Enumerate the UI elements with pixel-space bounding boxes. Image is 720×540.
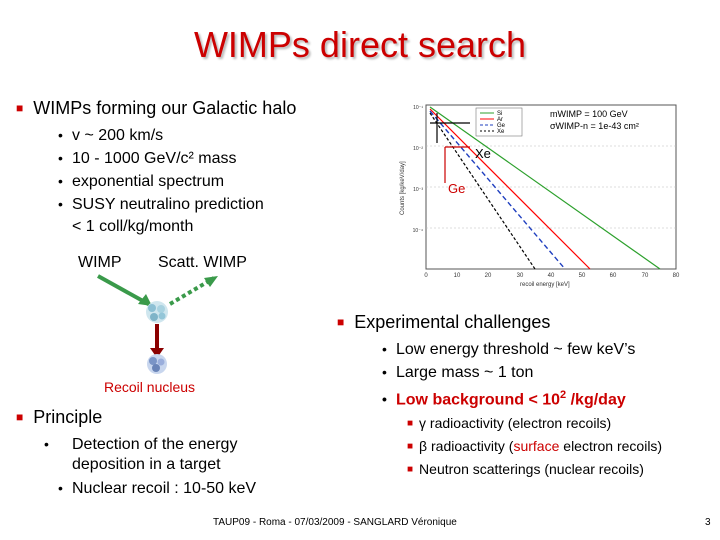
square-bullet-icon: ■	[16, 101, 24, 115]
square-bullet-icon: ■	[16, 410, 24, 424]
square-bullet-icon: ■	[407, 464, 414, 475]
y-axis-label: Counts [kg/keV/day]	[400, 161, 406, 215]
svg-text:60: 60	[610, 273, 617, 279]
x-axis-label: recoil energy [keV]	[520, 282, 570, 288]
dot-bullet-icon: •	[58, 150, 63, 166]
svg-text:0: 0	[424, 273, 428, 279]
incoming-arrowhead	[138, 294, 152, 306]
svg-text:20: 20	[485, 273, 492, 279]
legend-ge: Ge	[497, 123, 506, 129]
legend-sigma: σWIMP-n = 1e-43 cm²	[550, 121, 639, 131]
x-ticks: 0 10 20 30 40 50 60 70 80	[424, 273, 680, 279]
challenges-list: • Low energy threshold ~ few keV’s • Large…	[382, 338, 717, 411]
scattering-diagram	[97, 274, 218, 374]
halo-item-extra: < 1 coll/kg/month	[72, 218, 194, 235]
challenge-item: • Low energy threshold ~ few keV’s	[382, 338, 717, 361]
svg-text:10: 10	[454, 273, 461, 279]
halo-item: • exponential spectrum	[58, 170, 358, 193]
dot-bullet-icon: •	[58, 173, 63, 189]
principle-item: • Nuclear recoil : 10-50 keV	[58, 480, 257, 497]
recoil-arrowhead	[150, 348, 164, 358]
legend-si: Si	[497, 111, 502, 117]
slide-title: WIMPs direct search	[193, 24, 527, 65]
target-nucleus	[146, 301, 168, 323]
svg-text:80: 80	[673, 273, 680, 279]
curve-ar	[429, 108, 591, 270]
dot-bullet-icon: •	[58, 196, 63, 212]
svg-text:30: 30	[517, 273, 524, 279]
svg-text:40: 40	[548, 273, 555, 279]
scattered-arrowhead	[204, 276, 218, 287]
xe-label: Xe	[475, 146, 491, 161]
rate-plot: Si Ar Ge Xe mWIMP = 100 GeV σWIMP-n = 1e…	[400, 104, 680, 288]
dot-bullet-icon: •	[382, 391, 387, 408]
wimp-label: WIMP	[78, 254, 122, 271]
halo-item: • v ~ 200 km/s	[58, 124, 358, 147]
page-number: 3	[705, 517, 711, 528]
principle-item: • Detection of the energy deposition in a…	[44, 436, 238, 473]
y-ticks: 10⁻¹ 10⁻² 10⁻³ 10⁻⁴	[413, 105, 424, 234]
curve-ge	[429, 110, 566, 270]
footer-text: TAUP09 - Roma - 07/03/2009 - SANGLARD Vé…	[213, 517, 457, 528]
halo-list: • v ~ 200 km/s • 10 - 1000 GeV/c² mass • ex…	[58, 124, 358, 238]
square-bullet-icon: ■	[337, 315, 345, 329]
sub-item-neutron: ■ Neutron scatterings (nuclear recoils)	[407, 461, 644, 477]
dot-bullet-icon: •	[382, 364, 387, 380]
challenges-heading: ■ Experimental challenges	[337, 312, 551, 332]
ge-label: Ge	[448, 181, 465, 196]
legend-mass: mWIMP = 100 GeV	[550, 109, 628, 119]
legend-xe: Xe	[497, 129, 505, 135]
halo-heading: ■ WIMPs forming our Galactic halo	[16, 98, 297, 118]
curve-si	[429, 106, 661, 270]
sub-item-gamma: ■ γ radioactivity (electron recoils)	[407, 415, 612, 431]
curve-xe	[429, 112, 536, 270]
principle-heading: ■ Principle	[16, 407, 103, 427]
recoil-nucleus-label: Recoil nucleus	[104, 379, 196, 395]
svg-text:70: 70	[642, 273, 649, 279]
sub-item-beta: ■ β radioactivity (surface electron recoi…	[407, 438, 663, 454]
dot-bullet-icon: •	[382, 341, 387, 357]
dot-bullet-icon: •	[58, 127, 63, 143]
halo-item: • 10 - 1000 GeV/c² mass	[58, 147, 358, 170]
svg-text:50: 50	[579, 273, 586, 279]
svg-text:10⁻³: 10⁻³	[413, 187, 423, 193]
plot-legend-box: Si Ar Ge Xe	[475, 107, 523, 137]
svg-text:10⁻²: 10⁻²	[413, 146, 423, 152]
legend-ar: Ar	[497, 117, 503, 123]
svg-text:10⁻¹: 10⁻¹	[413, 105, 423, 111]
dot-bullet-icon: •	[58, 480, 63, 496]
recoil-nucleus-sphere	[147, 354, 167, 374]
challenge-item-highlight: • Low background < 102 /kg/day	[382, 384, 717, 411]
square-bullet-icon: ■	[407, 418, 414, 429]
scattered-wimp-arrow	[168, 276, 216, 306]
challenge-item: • Large mass ~ 1 ton	[382, 361, 717, 384]
scatt-wimp-label: Scatt. WIMP	[158, 254, 247, 271]
background-sublist: ■ γ radioactivity (electron recoils) ■ β r…	[407, 415, 707, 480]
halo-item: • SUSY neutralino prediction	[58, 193, 358, 216]
svg-text:10⁻⁴: 10⁻⁴	[413, 228, 423, 234]
square-bullet-icon: ■	[407, 441, 414, 452]
principle-list: • Detection of the energy deposition in a…	[44, 434, 298, 499]
dot-bullet-icon: •	[44, 436, 49, 452]
